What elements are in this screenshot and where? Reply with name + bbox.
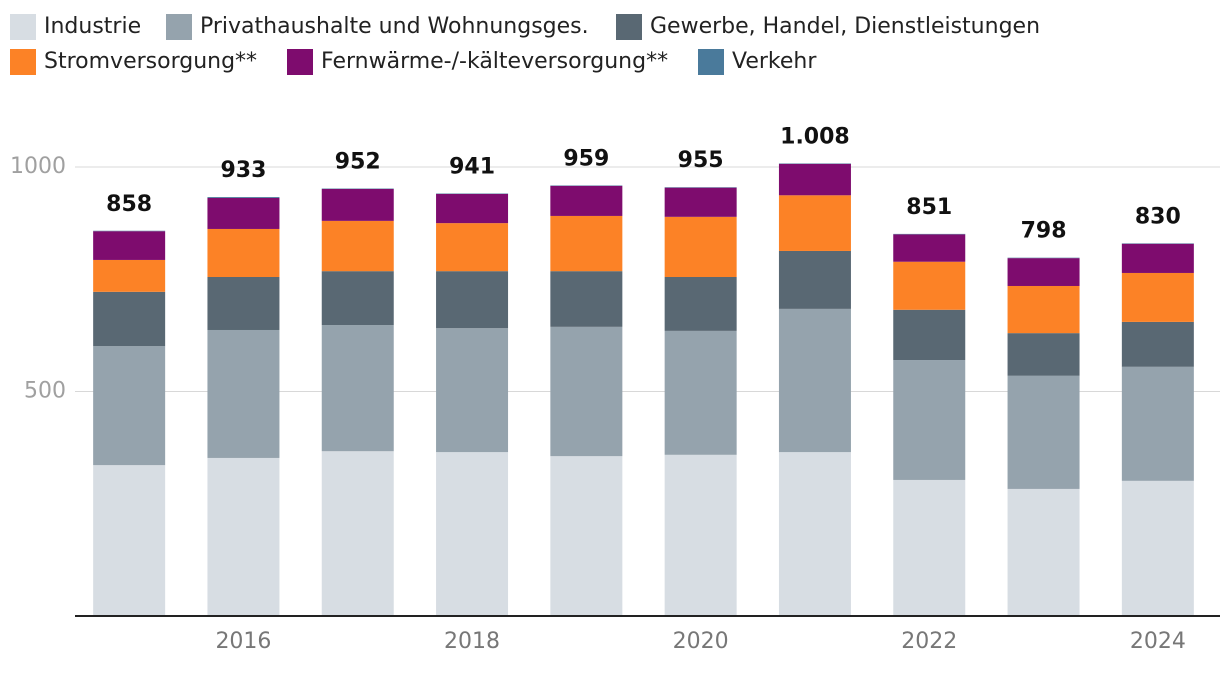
bar-segment <box>1121 480 1194 616</box>
bar-segment <box>207 277 280 330</box>
bar-segment <box>550 271 623 327</box>
bar-segment <box>207 329 280 458</box>
bar-segment <box>207 228 280 278</box>
bar-segment <box>93 346 166 466</box>
x-tick-label: 2024 <box>1130 629 1186 654</box>
bar-segment <box>1007 258 1080 286</box>
bar-segment <box>321 451 394 616</box>
legend-swatch <box>10 14 36 40</box>
legend-swatch <box>616 14 642 40</box>
bar-segment <box>778 163 851 196</box>
total-label: 952 <box>335 150 381 175</box>
legend-label: Gewerbe, Handel, Dienstleistungen <box>650 14 1040 39</box>
x-tick-label: 2018 <box>444 629 500 654</box>
legend-label: Fernwärme-/-kälteversorgung** <box>321 49 668 74</box>
total-label: 933 <box>220 158 266 183</box>
legend-label: Privathaushalte und Wohnungsges. <box>200 14 589 39</box>
bar-segment <box>321 189 394 221</box>
legend-swatch <box>698 49 724 75</box>
bar-segment <box>436 452 509 616</box>
bar-segment <box>664 187 737 217</box>
bar-segment <box>1121 243 1194 273</box>
total-label: 798 <box>1021 219 1067 244</box>
x-tick-label: 2016 <box>215 629 271 654</box>
bar-segment <box>321 220 394 272</box>
bar-segment <box>436 328 509 453</box>
bar-segment <box>436 193 509 224</box>
bar-segment <box>778 195 851 251</box>
bar-segment <box>664 277 737 331</box>
legend-label: Industrie <box>44 14 141 39</box>
bar-segment <box>321 271 394 326</box>
bar-segment <box>893 309 966 361</box>
bar-segment <box>93 291 166 347</box>
bar-segment <box>1121 366 1194 481</box>
total-label: 830 <box>1135 204 1181 229</box>
bar-segment <box>1121 272 1194 322</box>
bar-segment <box>893 360 966 480</box>
y-tick-label: 1000 <box>10 154 66 179</box>
legend-swatch <box>166 14 192 40</box>
total-label: 851 <box>906 195 952 220</box>
bar-segment <box>1007 333 1080 376</box>
x-tick-label: 2020 <box>673 629 729 654</box>
bar-segment <box>778 250 851 309</box>
bar-segment <box>1121 321 1194 367</box>
bar-segment <box>550 456 623 616</box>
bar-segment <box>893 479 966 616</box>
bar-segment <box>93 259 166 292</box>
x-tick-label: 2022 <box>901 629 957 654</box>
total-label: 955 <box>678 148 724 173</box>
bar-segment <box>436 223 509 272</box>
bar-segment <box>207 197 280 229</box>
bar-segment <box>207 197 280 198</box>
bar-segment <box>550 215 623 272</box>
legend-label: Verkehr <box>732 49 817 74</box>
total-label: 941 <box>449 154 495 179</box>
bar-segment <box>550 326 623 457</box>
bar-segment <box>93 231 166 260</box>
total-label: 1.008 <box>780 124 850 149</box>
total-label: 858 <box>106 192 152 217</box>
y-tick-label: 500 <box>24 379 66 404</box>
bar-segment <box>207 457 280 616</box>
bar-segment <box>436 271 509 329</box>
bar-segment <box>778 452 851 616</box>
bar-segment <box>1007 285 1080 334</box>
bar-segment <box>778 308 851 453</box>
bar-segment <box>893 234 966 262</box>
bar-segment <box>550 185 623 216</box>
legend-swatch <box>287 49 313 75</box>
bar-segment <box>321 325 394 452</box>
bar-segment <box>664 330 737 455</box>
bar-segment <box>93 465 166 616</box>
bar-segment <box>664 216 737 278</box>
total-label: 959 <box>563 146 609 171</box>
bar-segment <box>893 261 966 310</box>
bar-segment <box>1007 375 1080 489</box>
legend-label: Stromversorgung** <box>44 49 257 74</box>
bar-segment <box>664 454 737 616</box>
legend-swatch <box>10 49 36 75</box>
bar-segment <box>1007 488 1080 616</box>
